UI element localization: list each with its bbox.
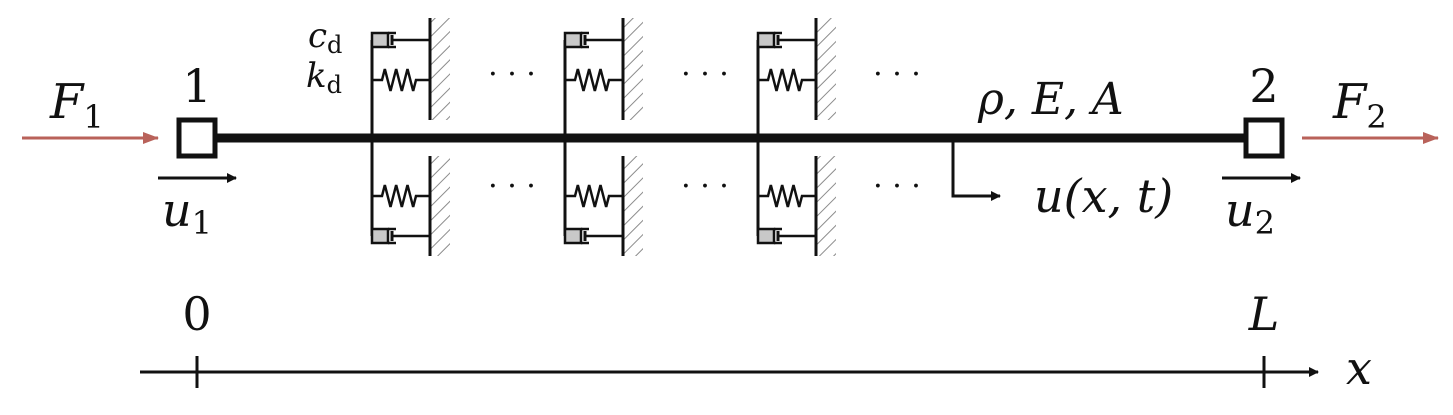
support-2-bottom-damper-cylinder: [563, 227, 583, 245]
support-1-top-wall-hatch: [430, 18, 450, 120]
material-label: ρ, E, A: [977, 74, 1124, 125]
force-2-label: F2: [1332, 74, 1387, 136]
spring-damper-supports: [370, 18, 836, 256]
damping-sub: d: [327, 31, 342, 59]
force-1-main: F: [49, 74, 85, 130]
stiffness-main: k: [306, 56, 327, 96]
damping-label: cd: [308, 16, 342, 59]
damping-main: c: [308, 16, 327, 56]
force-1-sub: 1: [83, 98, 103, 136]
support-3-top-spring: [758, 68, 816, 92]
disp-2-main: u: [1225, 183, 1255, 237]
node-1-label: 1: [182, 59, 211, 113]
force-1-label: F1: [49, 74, 104, 136]
disp-1-main: u: [162, 183, 192, 237]
stiffness-sub: d: [327, 71, 342, 99]
support-2-bottom-spring: [565, 184, 623, 208]
ellipsis-top-2: · · ·: [681, 57, 729, 92]
ellipsis-bottom-3: · · ·: [873, 169, 921, 204]
support-1-bottom-spring: [372, 184, 430, 208]
ellipsis-group: · · · · · · · · · · · · · · · · · ·: [488, 57, 921, 204]
origin-label: 0: [182, 287, 211, 341]
support-3-top-wall-hatch: [816, 18, 836, 120]
disp-2-label: u2: [1225, 183, 1275, 242]
support-3-bottom-damper-cylinder: [756, 227, 776, 245]
support-2-top-damper-cylinder: [563, 31, 583, 49]
force-2-sub: 2: [1366, 98, 1386, 136]
node-2-box: [1243, 117, 1285, 159]
support-3-top-damper-cylinder: [756, 31, 776, 49]
stiffness-label: kd: [306, 56, 342, 99]
disp-2-sub: 2: [1255, 204, 1275, 242]
length-label: L: [1248, 287, 1280, 341]
field-arrow: [951, 142, 1001, 201]
ellipsis-top-1: · · ·: [488, 57, 536, 92]
ellipsis-top-3: · · ·: [873, 57, 921, 92]
node-2-label: 2: [1249, 59, 1278, 113]
support-3-bottom-wall-hatch: [816, 156, 836, 256]
support-2-bottom-wall-hatch: [623, 156, 643, 256]
support-1-bottom-wall-hatch: [430, 156, 450, 256]
node-1-box: [176, 117, 218, 159]
support-2-top-spring: [565, 68, 623, 92]
ellipsis-bottom-1: · · ·: [488, 169, 536, 204]
disp-1-sub: 1: [192, 204, 212, 242]
support-1-bottom-damper-cylinder: [370, 227, 390, 245]
force-2-main: F: [1332, 74, 1368, 130]
disp-1-label: u1: [162, 183, 212, 242]
field-label: u(x, t): [1034, 169, 1173, 223]
support-1-top-damper-cylinder: [370, 31, 390, 49]
support-2-top-wall-hatch: [623, 18, 643, 120]
support-1-top-spring: [372, 68, 430, 92]
x-axis-label: x: [1346, 341, 1372, 395]
ellipsis-bottom-2: · · ·: [681, 169, 729, 204]
support-3-bottom-spring: [758, 184, 816, 208]
